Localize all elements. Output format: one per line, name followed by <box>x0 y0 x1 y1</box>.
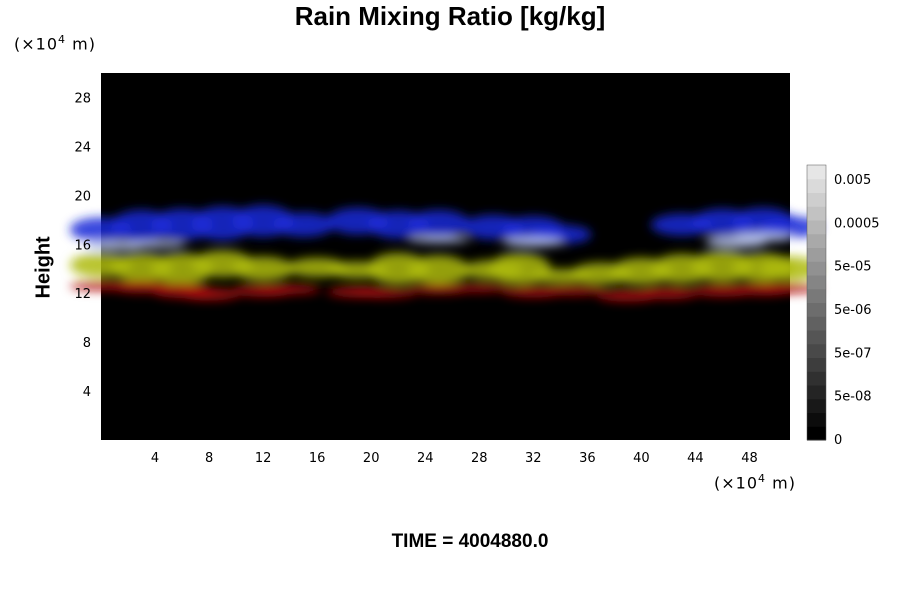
colorbar-step-16 <box>807 206 826 221</box>
colorbar-label-6: 0 <box>834 433 842 448</box>
colorbar-labels: 0.005 0.0005 5e-05 5e-06 5e-07 5e-08 0 <box>834 173 880 448</box>
colorbar-step-18 <box>807 178 826 193</box>
colorbar-step-10 <box>807 288 826 303</box>
colorbar-step-12 <box>807 261 826 276</box>
colorbar-step-5 <box>807 357 826 372</box>
colorbar-step-15 <box>807 220 826 235</box>
colorbar-step-8 <box>807 316 826 331</box>
colorbar <box>806 164 827 441</box>
colorbar-step-6 <box>807 343 826 358</box>
chart-title: Rain Mixing Ratio [kg/kg] <box>294 1 606 31</box>
colorbar-step-11 <box>807 275 826 290</box>
x-unit-label: (×104 m) <box>714 472 796 493</box>
x-tick-label-6: 28 <box>471 451 488 466</box>
x-tick-label-9: 40 <box>633 451 650 466</box>
x-tick-label-10: 44 <box>687 451 704 466</box>
time-label: TIME = 4004880.0 <box>391 531 549 552</box>
series-2-blob-5 <box>259 284 322 295</box>
x-tick-label-3: 16 <box>309 451 326 466</box>
y-unit-label: (×104 m) <box>14 33 96 54</box>
series-1-blob-17 <box>758 256 822 281</box>
x-tick-label-5: 24 <box>417 451 434 466</box>
series-2-blob-11 <box>542 285 605 296</box>
series-3-blob-5 <box>731 232 795 242</box>
colorbar-step-1 <box>807 412 826 427</box>
colorbar-label-4: 5e-07 <box>834 346 872 361</box>
y-tick-label-6: 28 <box>74 91 91 106</box>
series-2-blob-13 <box>637 287 700 300</box>
series-0-blob-5 <box>272 212 335 237</box>
colorbar-label-0: 0.005 <box>834 173 871 188</box>
y-tick-label-0: 4 <box>83 385 91 400</box>
series-3-blob-1 <box>123 240 187 248</box>
colorbar-step-0 <box>807 426 826 441</box>
x-axis: 4 8 12 16 20 24 28 32 36 40 44 48 <box>151 451 758 466</box>
colorbar-step-14 <box>807 233 826 248</box>
colorbar-step-4 <box>807 371 826 386</box>
colorbar-step-9 <box>807 302 826 317</box>
x-tick-label-11: 48 <box>741 451 758 466</box>
colorbar-step-7 <box>807 330 826 345</box>
y-axis: 4 8 12 16 20 24 28 <box>74 91 91 400</box>
colorbar-step-2 <box>807 398 826 413</box>
colorbar-step-17 <box>807 192 826 207</box>
colorbar-step-19 <box>807 165 826 180</box>
colorbar-step-13 <box>807 247 826 262</box>
x-tick-label-0: 4 <box>151 451 159 466</box>
y-tick-label-1: 8 <box>83 336 91 351</box>
x-tick-label-8: 36 <box>579 451 596 466</box>
series-1-blob-8 <box>407 255 470 285</box>
x-tick-label-4: 20 <box>363 451 380 466</box>
series-3-blob-2 <box>407 235 470 244</box>
series-layer <box>69 205 822 302</box>
x-tick-label-7: 32 <box>525 451 542 466</box>
y-tick-label-5: 24 <box>74 140 91 155</box>
series-2-blob-3 <box>178 288 241 301</box>
colorbar-label-1: 0.0005 <box>834 216 880 231</box>
colorbar-frame <box>806 164 827 441</box>
x-tick-label-1: 8 <box>205 451 213 466</box>
series-3-blob-3 <box>502 236 565 247</box>
series-2-blob-16 <box>758 283 822 294</box>
series-2-blob-7 <box>353 288 416 299</box>
colorbar-step-3 <box>807 385 826 400</box>
x-tick-label-2: 12 <box>255 451 272 466</box>
y-tick-label-4: 20 <box>74 189 91 204</box>
series-0-blob-8 <box>407 210 470 237</box>
colorbar-label-5: 5e-08 <box>834 390 872 405</box>
colorbar-label-3: 5e-06 <box>834 303 872 318</box>
colorbar-label-2: 5e-05 <box>834 260 872 275</box>
y-tick-label-2: 12 <box>74 287 91 302</box>
y-tick-label-3: 16 <box>74 238 91 253</box>
series-2-blob-9 <box>448 284 511 293</box>
series-1-blob-4 <box>232 256 295 281</box>
